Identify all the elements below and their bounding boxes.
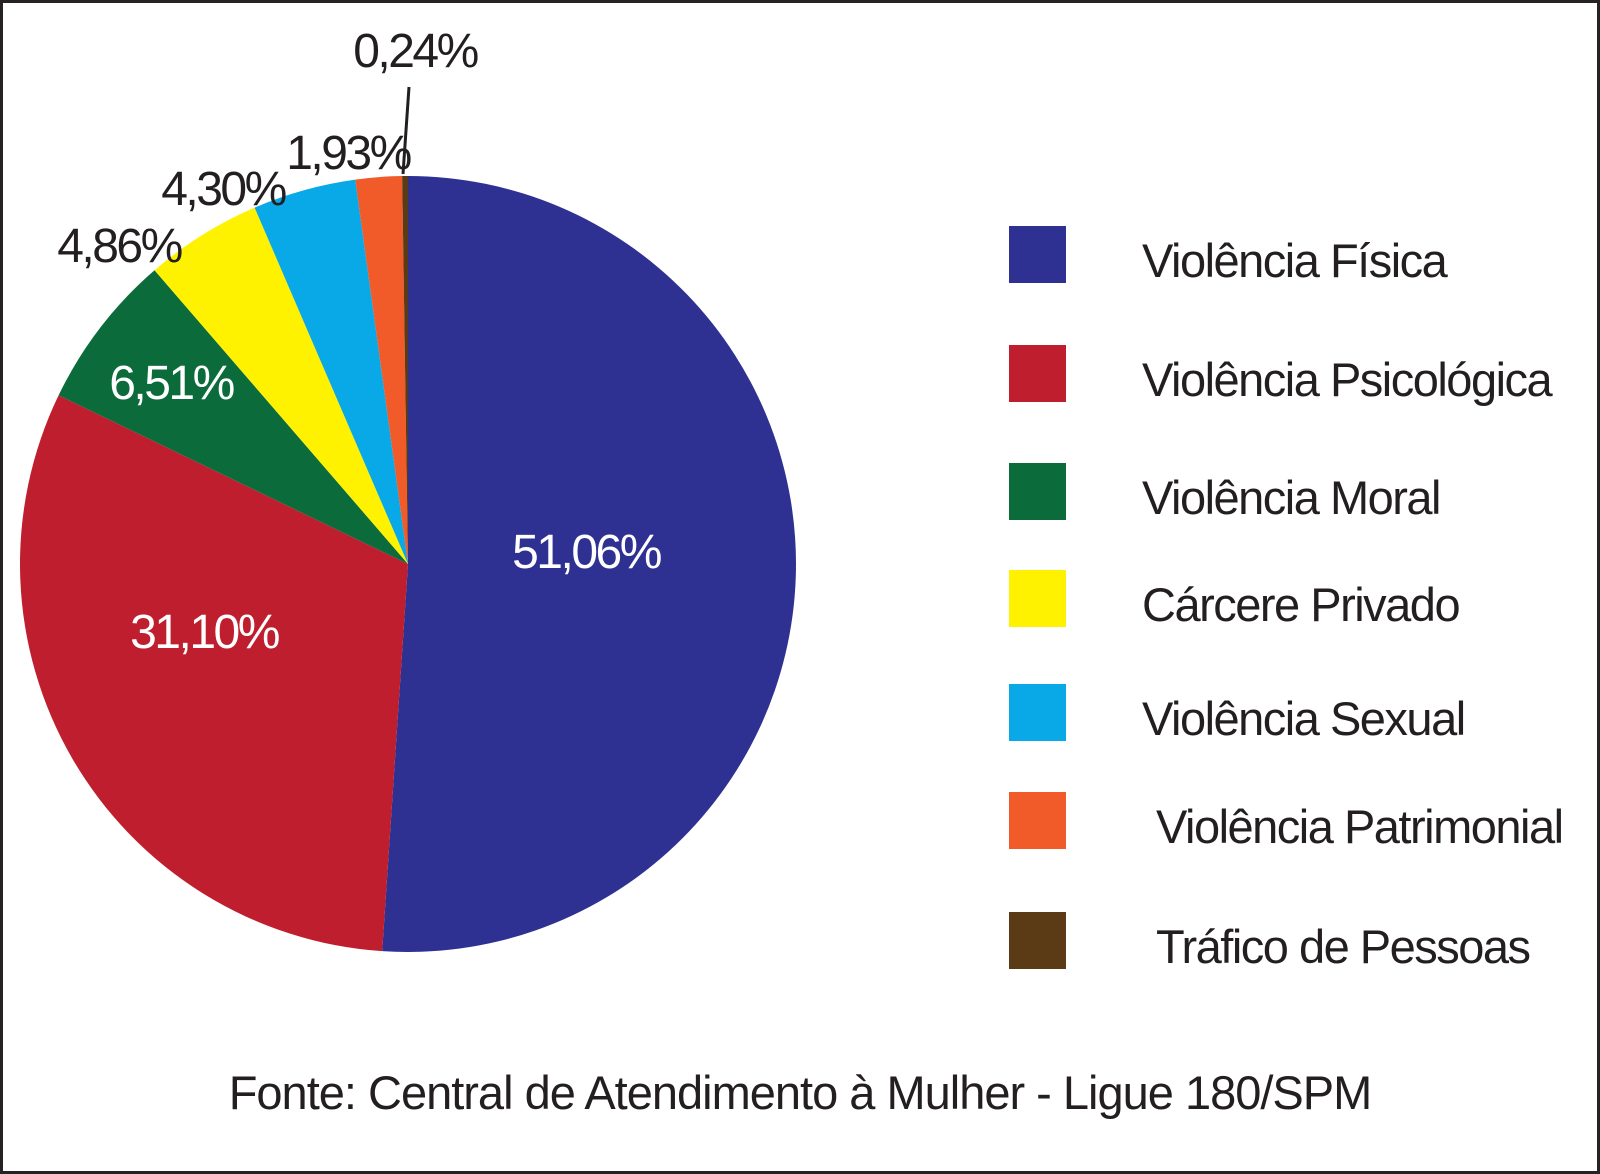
slice-value-label: 51,06% — [512, 526, 661, 579]
pie-slice-violencia-patrimonial — [355, 176, 408, 565]
slice-value-label: 6,51% — [109, 357, 233, 410]
legend-swatch — [1009, 911, 1066, 969]
slice-value-label: 4,30% — [161, 163, 285, 216]
legend-item: Violência Sexual — [1009, 683, 1466, 745]
legend-swatch — [1009, 683, 1066, 741]
legend-swatch — [1009, 462, 1066, 520]
legend-item: Violência Psicológica — [1009, 344, 1553, 406]
legend-item: Tráfico de Pessoas — [1009, 911, 1531, 973]
legend-swatch — [1009, 225, 1066, 283]
legend-item: Violência Física — [1009, 225, 1448, 287]
legend-swatch — [1009, 344, 1066, 402]
slice-value-label: 1,93% — [286, 127, 410, 180]
legend-item-label: Violência Moral — [1142, 470, 1441, 524]
legend-item-label: Violência Patrimonial — [1156, 799, 1564, 853]
legend-swatch — [1009, 569, 1066, 627]
pie-slice-violencia-sexual — [254, 179, 408, 564]
legend-item-label: Violência Psicológica — [1142, 352, 1553, 406]
pie-slice-trafico-de-pessoas — [402, 175, 408, 564]
pie-chart: 51,06% 31,10% 6,51% 4,86%4,30%1,93% 0,24% — [20, 25, 796, 952]
legend-item-label: Cárcere Privado — [1142, 577, 1461, 631]
pie-slice-violencia-fisica — [382, 176, 796, 952]
slice-value-label: 0,24% — [353, 25, 477, 78]
pie-slice-violencia-psicologica — [20, 395, 408, 952]
legend-swatch — [1009, 791, 1066, 849]
label-leader-line — [401, 86, 411, 175]
legend-item: Cárcere Privado — [1009, 569, 1461, 631]
source-caption: Fonte: Central de Atendimento à Mulher -… — [228, 1066, 1373, 1119]
pie-slice-violencia-moral — [58, 270, 409, 564]
legend-item-label: Violência Física — [1142, 233, 1448, 287]
legend-item-label: Violência Sexual — [1142, 691, 1466, 745]
legend-item-label: Tráfico de Pessoas — [1156, 919, 1531, 973]
legend-item: Violência Moral — [1009, 462, 1441, 524]
pie-slice-carcere-privado — [154, 207, 408, 564]
legend-item: Violência Patrimonial — [1009, 791, 1564, 853]
slice-value-label: 31,10% — [130, 606, 279, 659]
slice-value-label: 4,86% — [57, 220, 181, 273]
